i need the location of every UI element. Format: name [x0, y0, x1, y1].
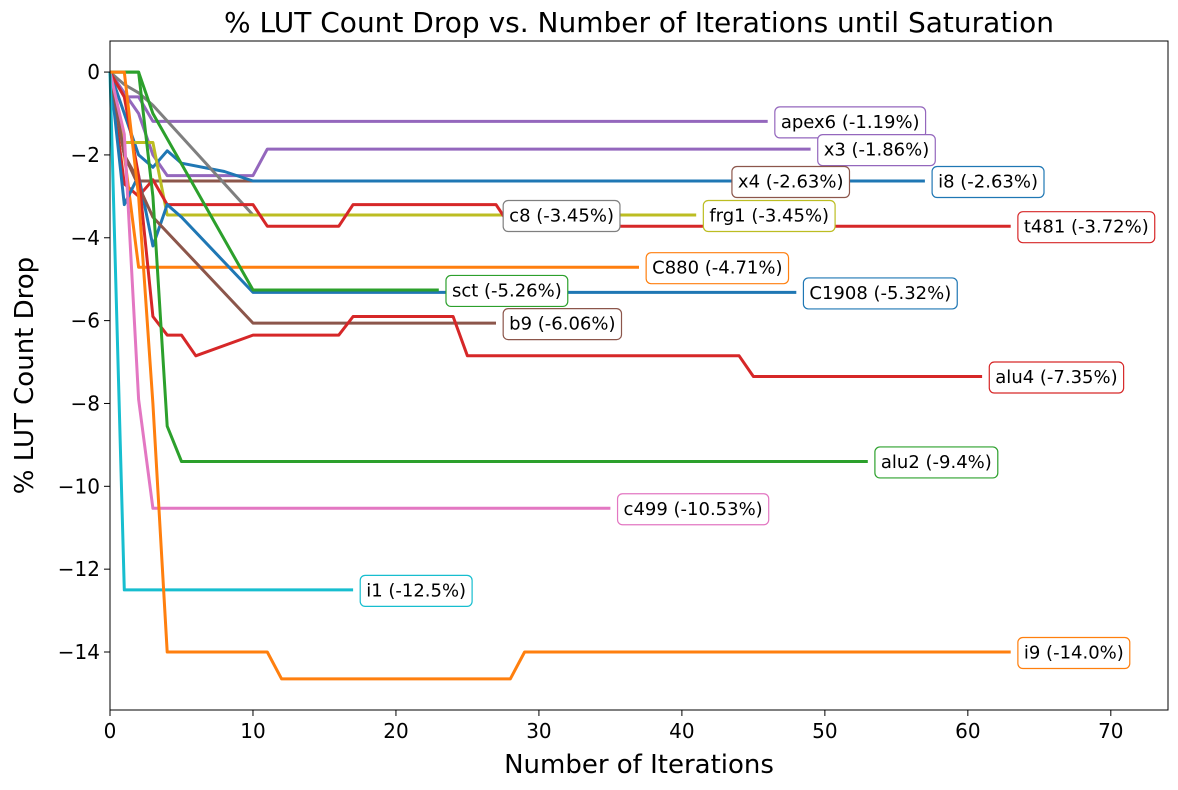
- series-line-c880: [108, 71, 639, 269]
- y-tick-label: −10: [58, 474, 100, 498]
- series-line-x3: [108, 71, 811, 178]
- annotation-c499: c499 (-10.53%): [616, 493, 770, 526]
- y-tick-label: −8: [71, 391, 100, 415]
- annotation-label: c8 (-3.45%): [509, 205, 614, 226]
- chart-title: % LUT Count Drop vs. Number of Iteration…: [224, 6, 1054, 39]
- annotation-label: apex6 (-1.19%): [781, 112, 920, 133]
- annotation-label: i9 (-14.0%): [1024, 643, 1124, 664]
- annotation-t481: t481 (-3.72%): [1017, 211, 1156, 244]
- series-line-alu4: [108, 71, 983, 378]
- x-axis: 0 10 20 30 40 50 60 70: [104, 710, 1124, 743]
- annotation-label: C1908 (-5.32%): [809, 283, 951, 304]
- annotation-label: x4 (-2.63%): [738, 172, 844, 193]
- series-line-x4: [108, 71, 725, 183]
- y-tick-label: −4: [71, 226, 100, 250]
- annotation-i1: i1 (-12.5%): [359, 574, 473, 607]
- x-tick-label: 20: [383, 719, 408, 743]
- series-line-b9: [108, 71, 496, 325]
- series-line-t481: [108, 71, 1011, 228]
- annotation-c1908: C1908 (-5.32%): [802, 277, 958, 310]
- series-line-i1: [108, 72, 354, 592]
- annotation-box: [702, 199, 836, 233]
- y-tick-label: −12: [58, 557, 100, 581]
- series-line-i9: [110, 70, 1011, 681]
- annotation-label: x3 (-1.86%): [824, 140, 930, 161]
- series-line-c499: [108, 71, 611, 510]
- annotation-box: [931, 165, 1045, 199]
- plot-frame: [109, 40, 1169, 711]
- x-axis-title: Number of Iterations: [504, 750, 774, 780]
- annotation-box: [731, 165, 851, 199]
- annotation-x4: x4 (-2.63%): [731, 165, 851, 199]
- annotation-box: [874, 446, 999, 479]
- series-line-c8: [109, 70, 496, 217]
- x-tick-label: 30: [526, 719, 551, 743]
- series-line-apex6: [108, 71, 768, 123]
- annotation-label: t481 (-3.72%): [1024, 217, 1149, 238]
- annotation-box: [802, 277, 958, 310]
- annotation-box: [502, 199, 621, 233]
- annotation-alu4: alu4 (-7.35%): [988, 361, 1125, 394]
- annotation-box: [616, 493, 770, 526]
- y-tick-label: −14: [58, 640, 100, 664]
- annotation-alu2: alu2 (-9.4%): [874, 446, 999, 479]
- annotation-apex6: apex6 (-1.19%): [774, 106, 927, 139]
- y-axis-title: % LUT Count Drop: [10, 257, 40, 494]
- annotation-box: [645, 252, 790, 285]
- y-tick-label: −6: [71, 309, 100, 333]
- annotation-label: c499 (-10.53%): [624, 499, 763, 520]
- annotation-box: [988, 361, 1125, 394]
- annotation-label: alu4 (-7.35%): [995, 367, 1117, 388]
- annotation-b9: b9 (-6.06%): [502, 307, 623, 341]
- annotation-label: C880 (-4.71%): [652, 258, 782, 279]
- y-tick-label: 0: [87, 60, 100, 84]
- x-tick-label: 50: [812, 719, 837, 743]
- annotation-label: sct (-5.26%): [452, 280, 562, 301]
- annotation-i8: i8 (-2.63%): [931, 165, 1045, 199]
- x-tick-label: 60: [955, 719, 980, 743]
- annotation-label: i1 (-12.5%): [366, 580, 466, 601]
- annotation-sct: sct (-5.26%): [445, 274, 569, 308]
- series-line-alu2: [110, 70, 868, 463]
- annotation-box: [445, 274, 569, 308]
- annotation-label: i8 (-2.63%): [938, 172, 1038, 193]
- annotation-label: frg1 (-3.45%): [709, 205, 829, 226]
- y-tick-label: −2: [71, 143, 100, 167]
- annotation-box: [502, 307, 623, 341]
- x-tick-label: 0: [104, 719, 117, 743]
- annotations: apex6 (-1.19%) x3 (-1.86%) x4 (-2.63%) i8 (…: [359, 106, 1156, 670]
- annotation-x3: x3 (-1.86%): [817, 134, 936, 167]
- annotation-box: [1017, 636, 1131, 670]
- x-tick-label: 10: [240, 719, 265, 743]
- annotation-box: [359, 574, 473, 607]
- annotation-c880: C880 (-4.71%): [645, 252, 790, 285]
- annotation-label: b9 (-6.06%): [509, 314, 615, 335]
- annotation-label: alu2 (-9.4%): [881, 452, 992, 473]
- annotation-frg1: frg1 (-3.45%): [702, 199, 836, 233]
- annotation-i9: i9 (-14.0%): [1017, 636, 1131, 670]
- plot-area: [108, 70, 1011, 681]
- annotation-box: [817, 134, 936, 167]
- annotation-box: [1017, 211, 1156, 244]
- x-tick-label: 40: [669, 719, 694, 743]
- x-tick-label: 70: [1098, 719, 1123, 743]
- y-axis: 0 −2 −4 −6 −8 −10 −12 −14: [58, 60, 110, 664]
- annotation-c8: c8 (-3.45%): [502, 199, 621, 233]
